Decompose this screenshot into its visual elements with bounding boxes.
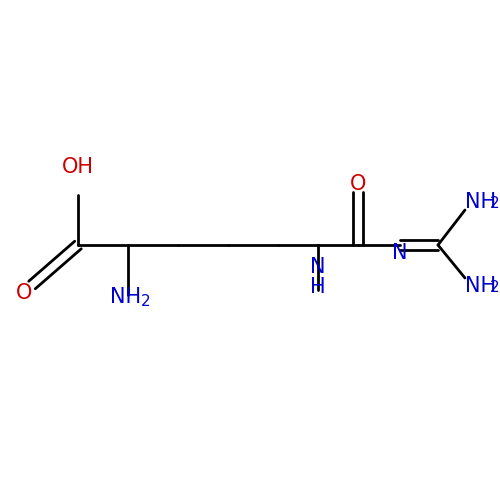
Text: OH: OH — [62, 157, 94, 177]
Text: N: N — [392, 243, 408, 263]
Text: NH: NH — [465, 276, 496, 296]
Text: N: N — [310, 257, 326, 277]
Text: 2: 2 — [490, 280, 500, 295]
Text: H: H — [310, 277, 326, 297]
Text: O: O — [16, 283, 32, 303]
Text: 2: 2 — [490, 196, 500, 212]
Text: 2: 2 — [141, 294, 150, 309]
Text: NH: NH — [465, 192, 496, 212]
Text: O: O — [350, 174, 366, 194]
Text: NH: NH — [110, 287, 142, 307]
